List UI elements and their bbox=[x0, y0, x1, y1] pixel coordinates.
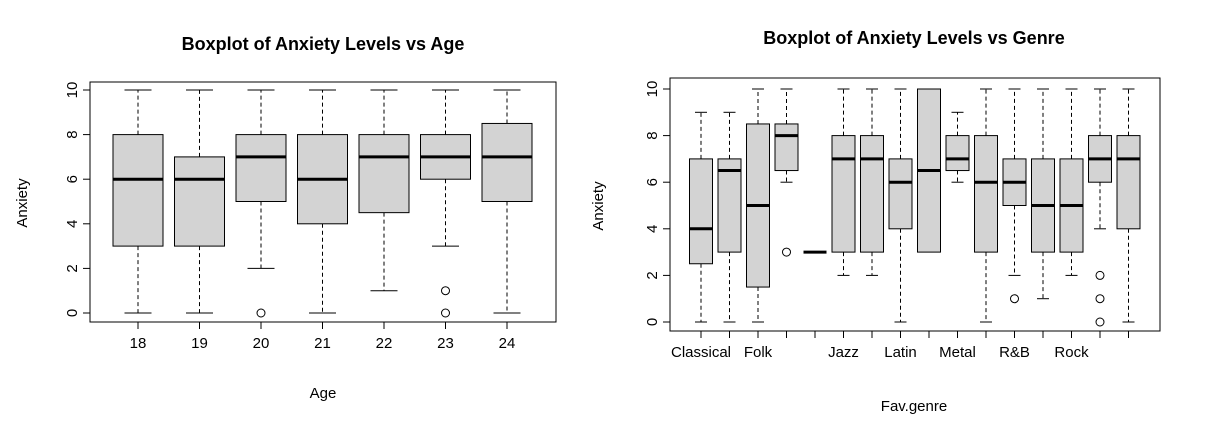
box-1 bbox=[174, 89, 225, 314]
x-tick-label: R&B bbox=[999, 344, 1030, 361]
box-2 bbox=[235, 89, 287, 318]
y-tick-label: 0 bbox=[644, 318, 661, 326]
box-4 bbox=[358, 89, 410, 292]
outlier-point bbox=[256, 308, 266, 318]
iqr-box bbox=[112, 134, 164, 247]
box-2 bbox=[746, 88, 770, 323]
box-6 bbox=[481, 89, 533, 314]
y-tick-label: 10 bbox=[64, 82, 81, 99]
x-tick-label: 24 bbox=[499, 335, 516, 352]
box-11 bbox=[1002, 88, 1027, 304]
y-tick-label: 2 bbox=[64, 264, 81, 272]
x-tick-label: Metal bbox=[939, 344, 976, 361]
iqr-box bbox=[1116, 135, 1141, 230]
outlier-point bbox=[441, 308, 450, 318]
iqr-box bbox=[974, 135, 998, 253]
y-tick-label: 10 bbox=[644, 81, 661, 98]
x-axis-label: Age bbox=[310, 385, 337, 402]
iqr-box bbox=[774, 123, 799, 172]
y-tick-label: 0 bbox=[64, 309, 81, 317]
chart-title: Boxplot of Anxiety Levels vs Age bbox=[182, 34, 465, 54]
y-axis-label: Anxiety bbox=[14, 178, 31, 228]
x-tick-label: Jazz bbox=[828, 344, 859, 361]
outlier-point bbox=[1095, 270, 1105, 280]
y-tick-label: 6 bbox=[64, 175, 81, 183]
age-boxplot-panel: Boxplot of Anxiety Levels vs Age Age Anx… bbox=[0, 0, 590, 430]
y-tick-label: 4 bbox=[644, 225, 661, 233]
outlier-point bbox=[1095, 317, 1105, 327]
y-axis-label: Anxiety bbox=[590, 181, 607, 231]
age-boxplot-chart: Boxplot of Anxiety Levels vs Age Age Anx… bbox=[14, 34, 557, 402]
x-tick-label: Folk bbox=[744, 344, 773, 361]
iqr-box bbox=[481, 122, 533, 202]
x-tick-label: 18 bbox=[130, 335, 147, 352]
y-tick-label: 8 bbox=[644, 131, 661, 139]
y-tick-label: 8 bbox=[64, 130, 81, 138]
y-tick-label: 6 bbox=[644, 178, 661, 186]
x-axis-label: Fav.genre bbox=[881, 398, 947, 415]
iqr-box bbox=[689, 158, 713, 265]
plot-frame bbox=[669, 77, 1161, 332]
box-0 bbox=[689, 111, 713, 323]
chart-title: Boxplot of Anxiety Levels vs Genre bbox=[763, 28, 1064, 48]
x-tick-label: Classical bbox=[671, 344, 731, 361]
box-14 bbox=[1088, 88, 1112, 327]
iqr-box bbox=[358, 134, 410, 214]
box-12 bbox=[1031, 88, 1055, 300]
box-5 bbox=[420, 89, 471, 318]
genre-boxplot-chart: Boxplot of Anxiety Levels vs Genre Fav.g… bbox=[590, 28, 1161, 415]
box-15 bbox=[1116, 88, 1141, 323]
x-tick-label: 23 bbox=[437, 335, 454, 352]
x-tick-label: Latin bbox=[884, 344, 917, 361]
box-5 bbox=[831, 88, 856, 276]
iqr-box bbox=[174, 156, 225, 247]
box-9 bbox=[945, 111, 970, 183]
box-13 bbox=[1059, 88, 1084, 276]
box-3 bbox=[774, 88, 799, 257]
box-3 bbox=[297, 89, 348, 314]
box-8 bbox=[917, 88, 941, 253]
iqr-box bbox=[717, 158, 742, 253]
box-1 bbox=[717, 111, 742, 323]
x-tick-label: 21 bbox=[314, 335, 331, 352]
outlier-point bbox=[1010, 294, 1019, 304]
iqr-box bbox=[945, 135, 970, 172]
outlier-point bbox=[782, 247, 791, 257]
box-0 bbox=[112, 89, 164, 314]
iqr-box bbox=[860, 135, 884, 253]
outlier-point bbox=[441, 286, 450, 296]
genre-boxplot-panel: Boxplot of Anxiety Levels vs Genre Fav.g… bbox=[590, 0, 1212, 430]
x-tick-label: Rock bbox=[1054, 344, 1089, 361]
iqr-box bbox=[235, 134, 287, 203]
x-tick-label: 19 bbox=[191, 335, 208, 352]
box-7 bbox=[888, 88, 913, 323]
outlier-point bbox=[1095, 294, 1105, 304]
y-tick-label: 4 bbox=[64, 220, 81, 228]
y-tick-label: 2 bbox=[644, 271, 661, 279]
box-6 bbox=[860, 88, 884, 276]
x-tick-label: 22 bbox=[376, 335, 393, 352]
iqr-box bbox=[888, 158, 913, 230]
x-tick-label: 20 bbox=[253, 335, 270, 352]
box-10 bbox=[974, 88, 998, 323]
iqr-box bbox=[831, 135, 856, 253]
